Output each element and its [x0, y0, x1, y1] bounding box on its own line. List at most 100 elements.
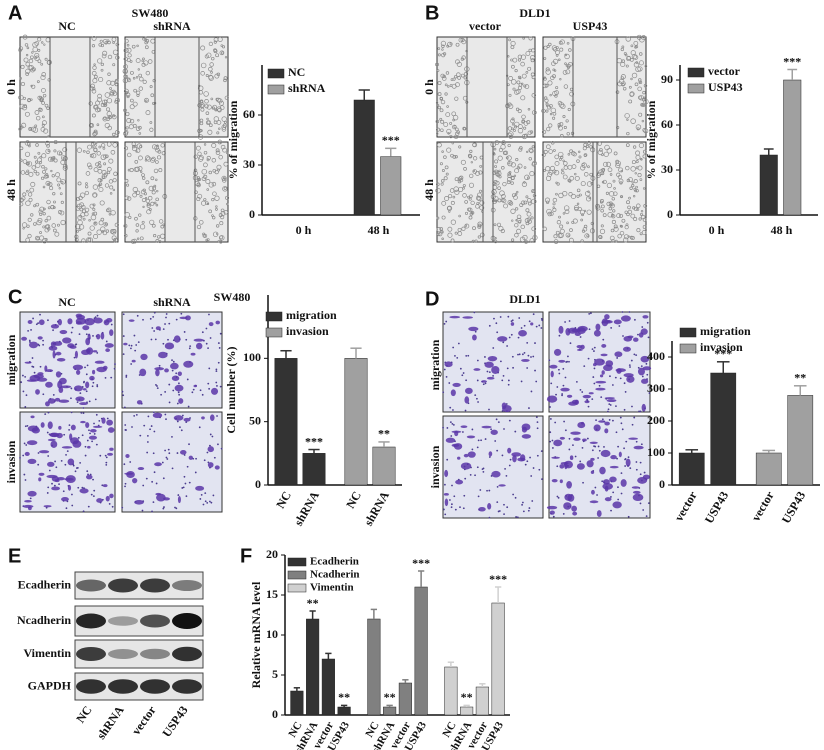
cell: [460, 425, 468, 429]
cell: [225, 151, 229, 155]
pore: [593, 382, 596, 385]
pore: [561, 393, 564, 395]
cell: [158, 168, 163, 173]
cell: [555, 192, 558, 196]
column-label: NC: [58, 19, 75, 33]
cell: [34, 52, 40, 58]
cell: [196, 176, 201, 180]
pore: [517, 353, 519, 356]
cell: [494, 165, 497, 168]
cell: [455, 127, 459, 132]
cell: [100, 68, 104, 72]
cell: [562, 212, 566, 215]
pore: [92, 478, 94, 481]
pore: [540, 327, 543, 329]
pore: [504, 467, 506, 470]
cell: [514, 121, 520, 128]
cell: [633, 54, 639, 60]
cell: [135, 148, 141, 153]
image-bg: [542, 36, 647, 138]
cell: [137, 68, 140, 71]
pore: [42, 393, 45, 396]
cell: [18, 46, 24, 51]
error-bar: [386, 704, 393, 707]
pore: [482, 470, 485, 473]
y-tick-label: 300: [647, 381, 665, 395]
cell: [204, 99, 209, 104]
cell: [574, 172, 577, 176]
cell: [558, 102, 565, 108]
cell: [560, 103, 566, 110]
cell: [109, 329, 114, 337]
pore: [182, 486, 185, 489]
cell: [616, 213, 621, 218]
pore: [158, 364, 161, 367]
cell: [59, 329, 68, 335]
cell: [637, 66, 643, 72]
cell: [586, 140, 591, 145]
cell: [223, 210, 229, 215]
pore: [153, 330, 156, 332]
cell: [223, 78, 227, 83]
cell: [142, 57, 145, 61]
cell: [207, 462, 214, 468]
cell: [549, 93, 552, 97]
pore: [496, 485, 499, 488]
cell: [445, 437, 456, 443]
cell: [552, 90, 558, 97]
cell: [19, 158, 23, 163]
pore: [122, 335, 125, 337]
cell: [526, 217, 531, 222]
cell: [214, 465, 220, 470]
pore: [37, 322, 40, 325]
cell: [599, 200, 603, 204]
cell: [449, 42, 453, 46]
cell: [625, 36, 631, 42]
band: [108, 679, 138, 694]
cell: [211, 158, 217, 163]
cell: [47, 135, 50, 138]
legend-swatch: [679, 327, 697, 338]
cell: [219, 105, 225, 111]
cell: [487, 355, 498, 362]
cell: [639, 36, 645, 43]
cell: [611, 219, 616, 225]
cell: [630, 166, 636, 172]
cell: [88, 101, 93, 106]
cell: [549, 112, 553, 116]
cell: [97, 93, 102, 99]
cell: [77, 215, 83, 221]
pore: [534, 369, 536, 372]
cell: [520, 82, 524, 86]
cell: [155, 189, 159, 193]
cell: [601, 370, 605, 375]
cell: [639, 52, 643, 56]
cell: [470, 161, 473, 164]
pore: [122, 353, 125, 356]
cell: [552, 74, 556, 79]
cell: [128, 319, 135, 322]
cell: [114, 100, 118, 104]
pore: [516, 516, 519, 519]
pore: [643, 471, 646, 474]
pore: [488, 324, 491, 327]
cell: [220, 208, 225, 213]
cell: [463, 76, 467, 80]
cell: [435, 101, 439, 105]
pore: [610, 496, 612, 498]
pore: [195, 457, 197, 460]
pore: [51, 482, 53, 485]
cell: [460, 73, 465, 78]
legend-swatch: [287, 583, 307, 593]
cell: [200, 62, 207, 69]
cell: [551, 456, 560, 459]
pore: [70, 397, 72, 400]
cell: [472, 142, 478, 148]
cell: [625, 143, 630, 147]
pore: [96, 384, 99, 386]
cell: [503, 203, 508, 209]
cell: [616, 126, 620, 130]
pore: [446, 458, 449, 461]
cell: [583, 224, 588, 229]
cell: [524, 133, 528, 138]
